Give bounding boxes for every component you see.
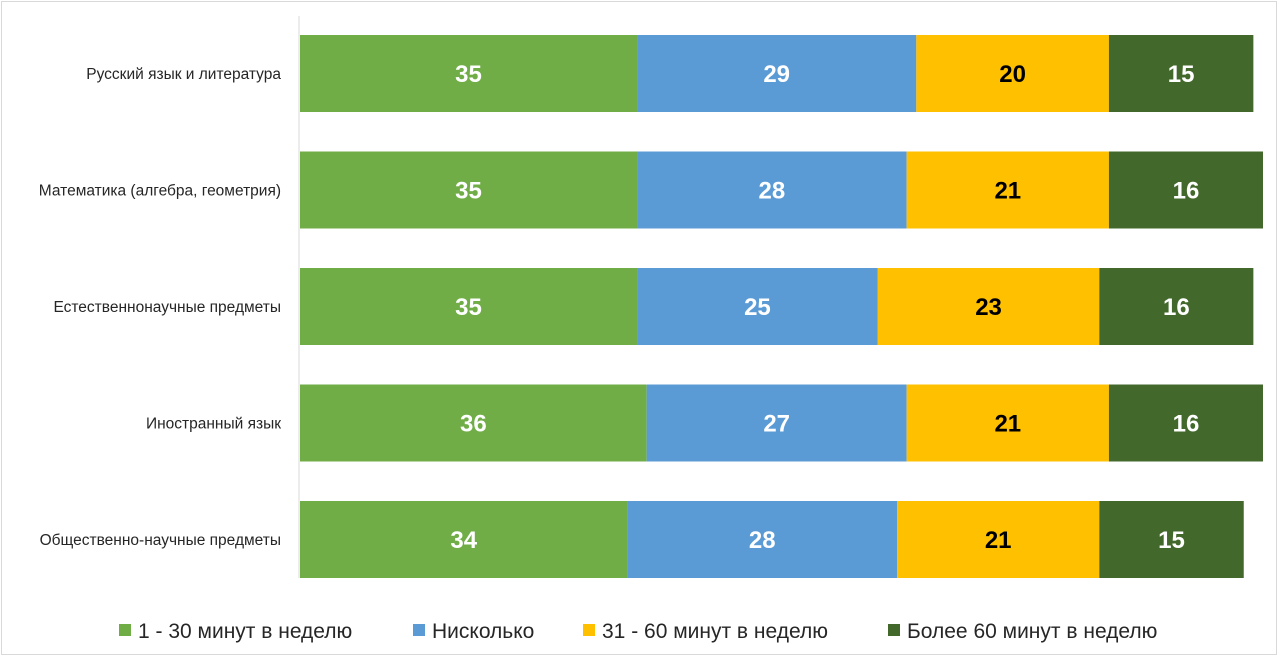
legend-swatch	[583, 624, 595, 636]
data-label: 21	[994, 411, 1021, 438]
bar-segment	[637, 35, 917, 112]
bar-segment	[300, 151, 638, 229]
data-label: 34	[450, 527, 477, 554]
data-label: 29	[763, 61, 790, 88]
data-label: 25	[744, 294, 771, 321]
category-label: Математика (алгебра, геометрия)	[39, 183, 281, 200]
legend-label: 31 - 60 минут в неделю	[602, 620, 828, 643]
bar-segment	[1108, 35, 1254, 112]
legend-label: Более 60 минут в неделю	[907, 620, 1157, 643]
legend: 1 - 30 минут в неделю Нисколько 31 - 60 ми…	[119, 620, 1157, 643]
data-label: 28	[759, 178, 786, 205]
legend-swatch	[888, 624, 900, 636]
bar-segment	[637, 151, 907, 229]
data-label: 35	[455, 178, 482, 205]
bar-segment	[1108, 151, 1263, 229]
data-label: 16	[1173, 411, 1200, 438]
bar-segment	[1099, 501, 1244, 578]
bar-segment	[1099, 268, 1254, 345]
data-label: 35	[455, 61, 482, 88]
data-label: 16	[1163, 294, 1190, 321]
bar-segment	[906, 384, 1109, 462]
bar-segment	[1108, 384, 1263, 462]
bar-segment	[300, 35, 638, 112]
data-label: 15	[1158, 527, 1185, 554]
data-label: 21	[994, 178, 1021, 205]
data-label: 20	[999, 61, 1026, 88]
data-label: 28	[749, 527, 776, 554]
bar-segment	[300, 501, 628, 578]
bar-segment	[877, 268, 1100, 345]
bar-segment	[627, 501, 898, 578]
bar-segment	[300, 384, 647, 462]
data-label: 16	[1173, 178, 1200, 205]
data-label: 23	[975, 294, 1002, 321]
legend-label: Нисколько	[432, 620, 534, 643]
category-label: Естественнонаучные предметы	[53, 299, 281, 316]
legend-swatch	[413, 624, 425, 636]
bars-layer: 35 29 20 15 35 28 21 16 35 25 23 16 36 27 21 16 34 28 21 15	[300, 35, 1263, 578]
bar-segment	[906, 151, 1109, 229]
bar-segment	[637, 268, 878, 345]
bar-segment	[300, 268, 638, 345]
data-label: 27	[763, 411, 790, 438]
bar-segment	[916, 35, 1109, 112]
legend-label: 1 - 30 минут в неделю	[138, 620, 352, 643]
data-label: 21	[985, 527, 1012, 554]
data-label: 15	[1168, 61, 1195, 88]
category-label: Русский язык и литература	[86, 66, 281, 83]
legend-swatch	[119, 624, 131, 636]
category-label: Общественно-научные предметы	[40, 532, 281, 549]
data-label: 35	[455, 294, 482, 321]
category-labels: Русский язык и литература Математика (алг…	[39, 66, 282, 549]
category-label: Иностранный язык	[146, 416, 281, 433]
data-label: 36	[460, 411, 487, 438]
bar-segment	[646, 384, 907, 462]
bar-segment	[897, 501, 1100, 578]
